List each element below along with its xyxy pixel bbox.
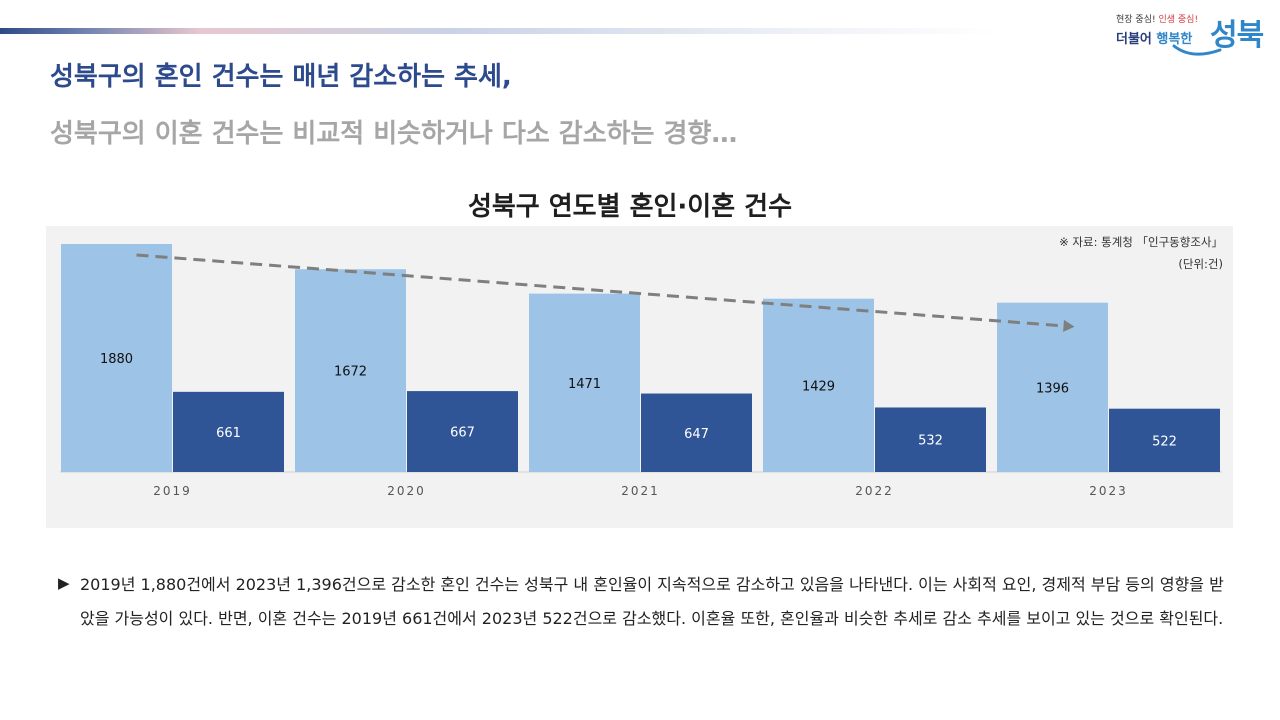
chart-title: 성북구 연도별 혼인·이혼 건수 <box>467 192 793 222</box>
logo-slogan-part1: 현장 중심! <box>1116 15 1156 25</box>
bar-marriage-2022 <box>763 298 874 472</box>
chart-unit-note: (단위:건) <box>1178 257 1223 271</box>
logo-wordmark: 성북 <box>1210 18 1264 53</box>
bar-divorce-2021 <box>641 393 752 472</box>
bar-divorce-2022 <box>875 407 986 472</box>
bar-divorce-2020 <box>407 391 518 472</box>
trend-line <box>136 253 1069 328</box>
bar-marriage-2019 <box>61 244 172 472</box>
bullet-triangle-icon: ▶ <box>58 574 70 592</box>
data-label-marriage-2019: 1880 <box>100 352 133 367</box>
chart-panel: 1880 661 1672 667 1471 647 1429 532 1396 522 2019… <box>46 226 1233 528</box>
logo-slogan-part2: 인생 중심! <box>1158 15 1199 25</box>
description-block: ▶ 2019년 1,880건에서 2023년 1,396건으로 감소한 혼인 건… <box>58 568 1238 635</box>
bar-group: 1880 661 1672 667 1471 647 1429 532 1396 522 <box>61 244 1220 472</box>
seongbuk-logo: 현장 중심! 인생 중심! 더불어 행복한 성북 <box>1112 8 1272 64</box>
x-tick-label-2023: 2023 <box>1089 484 1128 498</box>
x-tick-label-2020: 2020 <box>387 484 426 498</box>
logo-sub-part1: 더불어 <box>1116 32 1152 47</box>
headline-divorce: 성북구의 이혼 건수는 비교적 비슷하거나 다소 감소하는 경향… <box>50 119 738 149</box>
bar-chart: 1880 661 1672 667 1471 647 1429 532 1396 522 2019… <box>46 226 1233 528</box>
x-tick-label-2022: 2022 <box>855 484 894 498</box>
bar-marriage-2021 <box>529 293 640 472</box>
bar-divorce-2019 <box>173 391 284 472</box>
bar-marriage-2020 <box>295 269 406 472</box>
x-tick-label-2019: 2019 <box>153 484 192 498</box>
logo-slogan: 현장 중심! 인생 중심! <box>1116 12 1198 25</box>
x-tick-label-2021: 2021 <box>621 484 660 498</box>
data-label-divorce-2021: 647 <box>684 427 709 442</box>
data-label-marriage-2021: 1471 <box>568 377 601 392</box>
data-label-marriage-2022: 1429 <box>802 379 835 394</box>
data-label-marriage-2020: 1672 <box>334 365 367 380</box>
data-label-divorce-2020: 667 <box>450 426 475 441</box>
data-label-divorce-2019: 661 <box>216 426 241 441</box>
logo-swoosh-icon <box>1172 44 1222 56</box>
headline-marriage: 성북구의 혼인 건수는 매년 감소하는 추세, <box>50 62 512 92</box>
x-tick-labels: 2019 2020 2021 2022 2023 <box>153 484 1128 498</box>
logo-sub-part2: 행복한 <box>1156 32 1193 47</box>
data-label-divorce-2022: 532 <box>918 434 943 449</box>
description-text: 2019년 1,880건에서 2023년 1,396건으로 감소한 혼인 건수는… <box>80 575 1224 628</box>
chart-source-note: ※ 자료: 통계청 「인구동향조사」 <box>1059 235 1223 249</box>
logo-subtitle: 더불어 행복한 <box>1116 28 1192 47</box>
data-label-divorce-2023: 522 <box>1152 434 1177 449</box>
bar-divorce-2023 <box>1109 408 1220 472</box>
trend-arrow-head-icon <box>1063 319 1075 332</box>
top-accent-bar <box>0 28 1000 34</box>
bar-marriage-2023 <box>997 302 1108 472</box>
data-label-marriage-2023: 1396 <box>1036 381 1069 396</box>
trend-line-group <box>136 253 1075 332</box>
